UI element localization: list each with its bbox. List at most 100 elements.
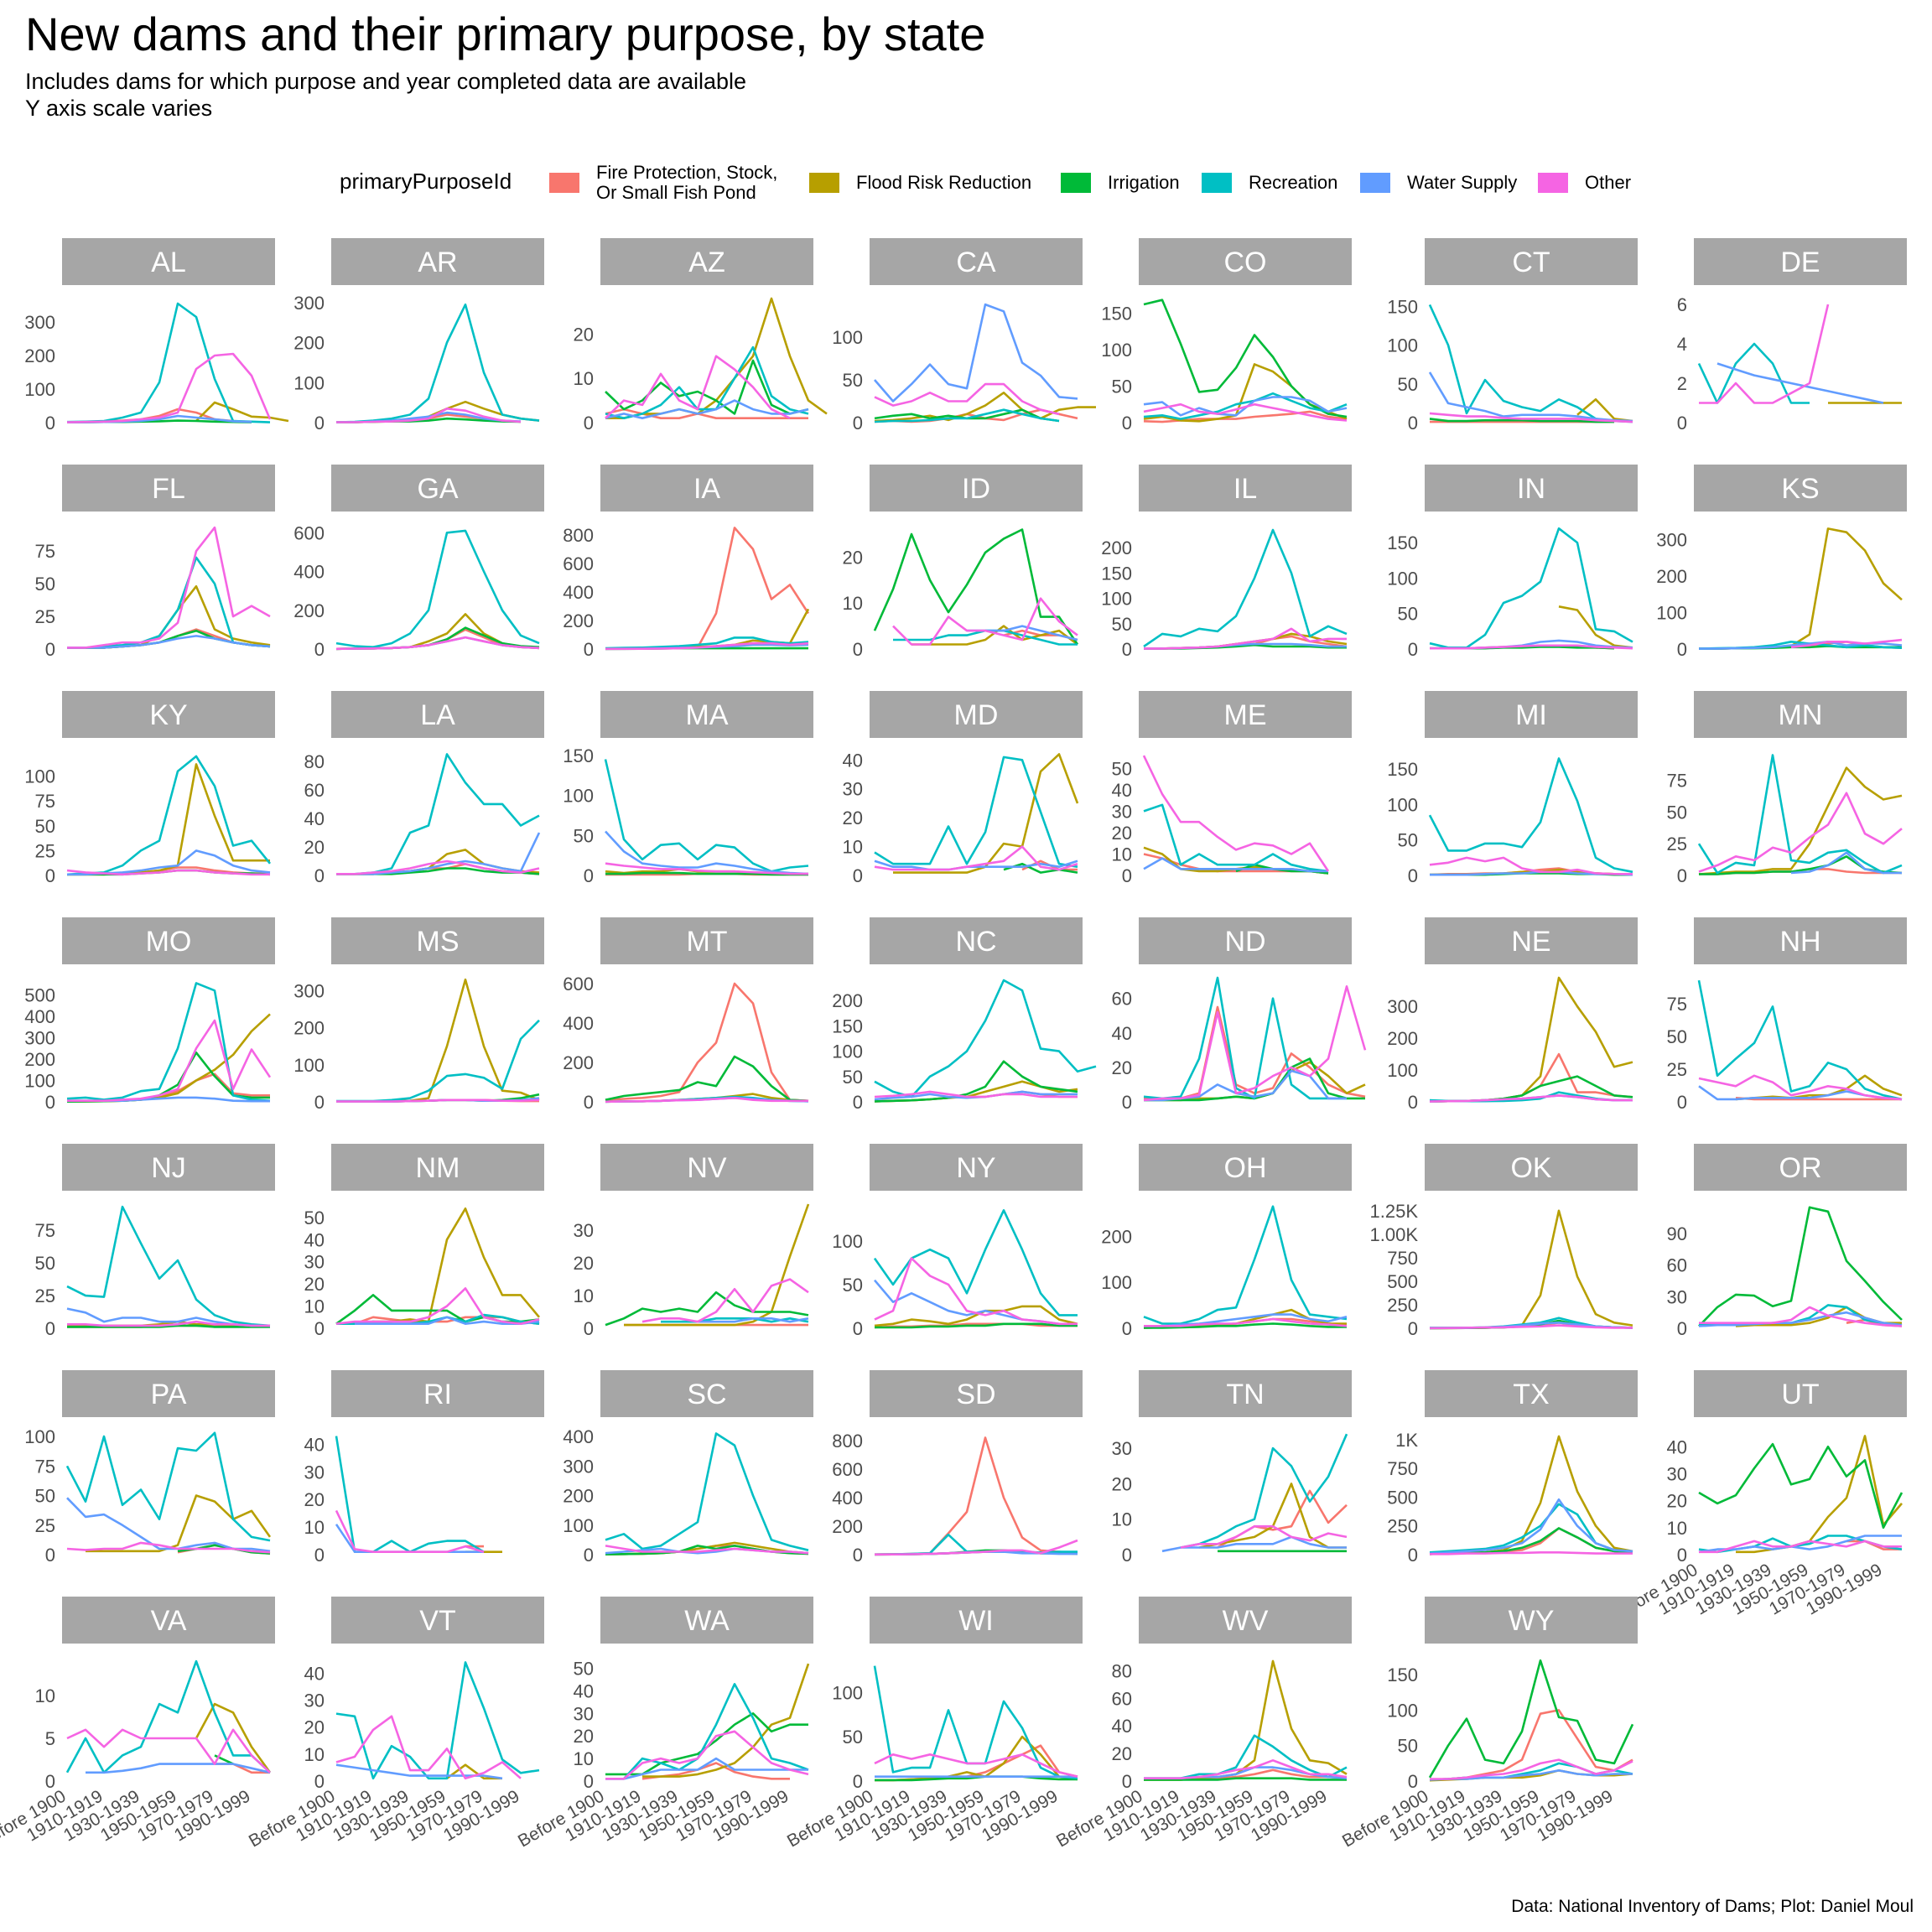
series-line-fire [1217, 1489, 1348, 1549]
strip-nc [870, 917, 1083, 964]
panel-nh: NH 0 25 50 75 [1667, 917, 1907, 1113]
y-tick-label: 50 [1112, 758, 1132, 779]
y-tick-label: 30 [304, 1252, 325, 1273]
panel-sc: SC 0 100 200 300 400 [563, 1370, 813, 1566]
y-tick-label: 50 [1398, 604, 1418, 625]
strip-label-fl: FL [152, 473, 185, 505]
y-tick-label: 50 [1112, 614, 1132, 635]
series-line-flood [874, 392, 1096, 423]
y-tick-label: 0 [853, 639, 863, 660]
strip-label-wy: WY [1509, 1605, 1555, 1637]
panel-az: AZ 0 10 20 [574, 238, 828, 434]
y-tick-label: 50 [35, 1253, 55, 1274]
y-tick-label: 400 [563, 1013, 594, 1034]
y-tick-label: 10 [843, 837, 863, 858]
y-tick-label: 200 [293, 333, 325, 354]
legend-title: primaryPurposeId [340, 169, 512, 194]
panel-oh: OH 0 100 200 [1101, 1144, 1352, 1339]
series-line-other [1430, 1551, 1633, 1555]
y-tick-label: 0 [584, 1771, 594, 1792]
y-tick-label: 0 [1122, 1545, 1132, 1566]
y-tick-label: 400 [24, 1006, 55, 1027]
y-tick-label: 5 [45, 1728, 55, 1749]
series-line-irrigation [605, 359, 809, 415]
y-tick-label: 0 [1408, 1771, 1418, 1792]
series-line-other [1143, 402, 1348, 422]
y-tick-label: 100 [563, 786, 594, 807]
y-tick-label: 40 [1667, 1436, 1687, 1457]
y-tick-label: 1K [1395, 1430, 1418, 1451]
y-tick-label: 0 [1408, 1318, 1418, 1339]
strip-nh [1694, 917, 1907, 964]
strip-sc [600, 1370, 813, 1417]
legend-key-other [1538, 173, 1568, 193]
series-line-recreation [1143, 528, 1348, 648]
strip-mo [62, 917, 275, 964]
series-line-recreation [605, 1683, 809, 1780]
series-line-flood [1736, 1435, 1903, 1554]
y-tick-label: 10 [843, 593, 863, 614]
y-tick-label: 400 [563, 582, 594, 603]
series-line-recreation [605, 345, 809, 419]
series-line-irrigation [605, 871, 808, 876]
series-line-other [336, 860, 540, 875]
series-line-fire [605, 982, 809, 1103]
y-tick-label: 0 [1677, 413, 1687, 434]
series-line-flood [1144, 1659, 1348, 1781]
strip-label-co: CO [1224, 247, 1267, 278]
strip-il [1139, 465, 1352, 512]
y-tick-label: 150 [1387, 1665, 1418, 1685]
strip-label-nv: NV [687, 1152, 727, 1184]
strip-label-sd: SD [956, 1379, 995, 1410]
series-line-other [1430, 644, 1633, 650]
y-tick-label: 300 [24, 1027, 55, 1048]
strip-label-ct: CT [1512, 247, 1550, 278]
y-tick-label: 250 [1387, 1295, 1418, 1316]
series-line-flood [66, 1013, 271, 1103]
strip-label-mt: MT [686, 926, 727, 958]
series-line-water [336, 832, 541, 875]
y-tick-label: 150 [563, 745, 594, 766]
panel-ct: CT 0 50 100 150 [1387, 238, 1638, 434]
series-line-fire [605, 527, 810, 650]
y-tick-label: 6 [1677, 294, 1687, 315]
y-tick-label: 0 [1122, 413, 1132, 434]
y-tick-label: 100 [24, 1426, 55, 1447]
y-tick-label: 400 [832, 1488, 863, 1509]
series-line-flood [446, 1763, 502, 1780]
strip-ks [1694, 465, 1907, 512]
series-line-recreation [1143, 392, 1348, 420]
y-tick-label: 0 [853, 1318, 863, 1339]
series-line-irrigation [1698, 1442, 1903, 1530]
y-tick-label: 200 [832, 990, 863, 1011]
y-tick-label: 200 [563, 1486, 594, 1507]
y-tick-label: 100 [24, 379, 55, 400]
series-line-recreation [874, 756, 1078, 868]
series-line-other [874, 1090, 1078, 1098]
series-line-other [335, 1715, 522, 1780]
series-line-recreation [336, 753, 540, 875]
y-tick-label: 500 [1387, 1271, 1418, 1292]
y-tick-label: 0 [1677, 1092, 1687, 1113]
y-tick-label: 30 [1112, 801, 1132, 822]
chart-title: New dams and their primary purpose, by s… [25, 8, 986, 60]
legend-label-irrigation: Irrigation [1108, 172, 1180, 193]
y-tick-label: 80 [1112, 1660, 1132, 1681]
y-tick-label: 10 [574, 1748, 594, 1769]
y-tick-label: 0 [314, 413, 325, 434]
series-line-fire [1144, 1005, 1366, 1100]
strip-az [600, 238, 813, 285]
y-tick-label: 10 [304, 1517, 325, 1538]
strip-label-vt: VT [419, 1605, 455, 1637]
series-line-other [1698, 792, 1903, 873]
strip-label-mn: MN [1779, 699, 1823, 731]
strip-ga [331, 465, 544, 512]
series-line-irrigation [1144, 1322, 1347, 1329]
strip-de [1694, 238, 1907, 285]
series-line-fire [1429, 1709, 1633, 1781]
y-tick-label: 200 [293, 600, 325, 621]
y-tick-label: 30 [843, 779, 863, 800]
y-tick-label: 0 [853, 865, 863, 886]
